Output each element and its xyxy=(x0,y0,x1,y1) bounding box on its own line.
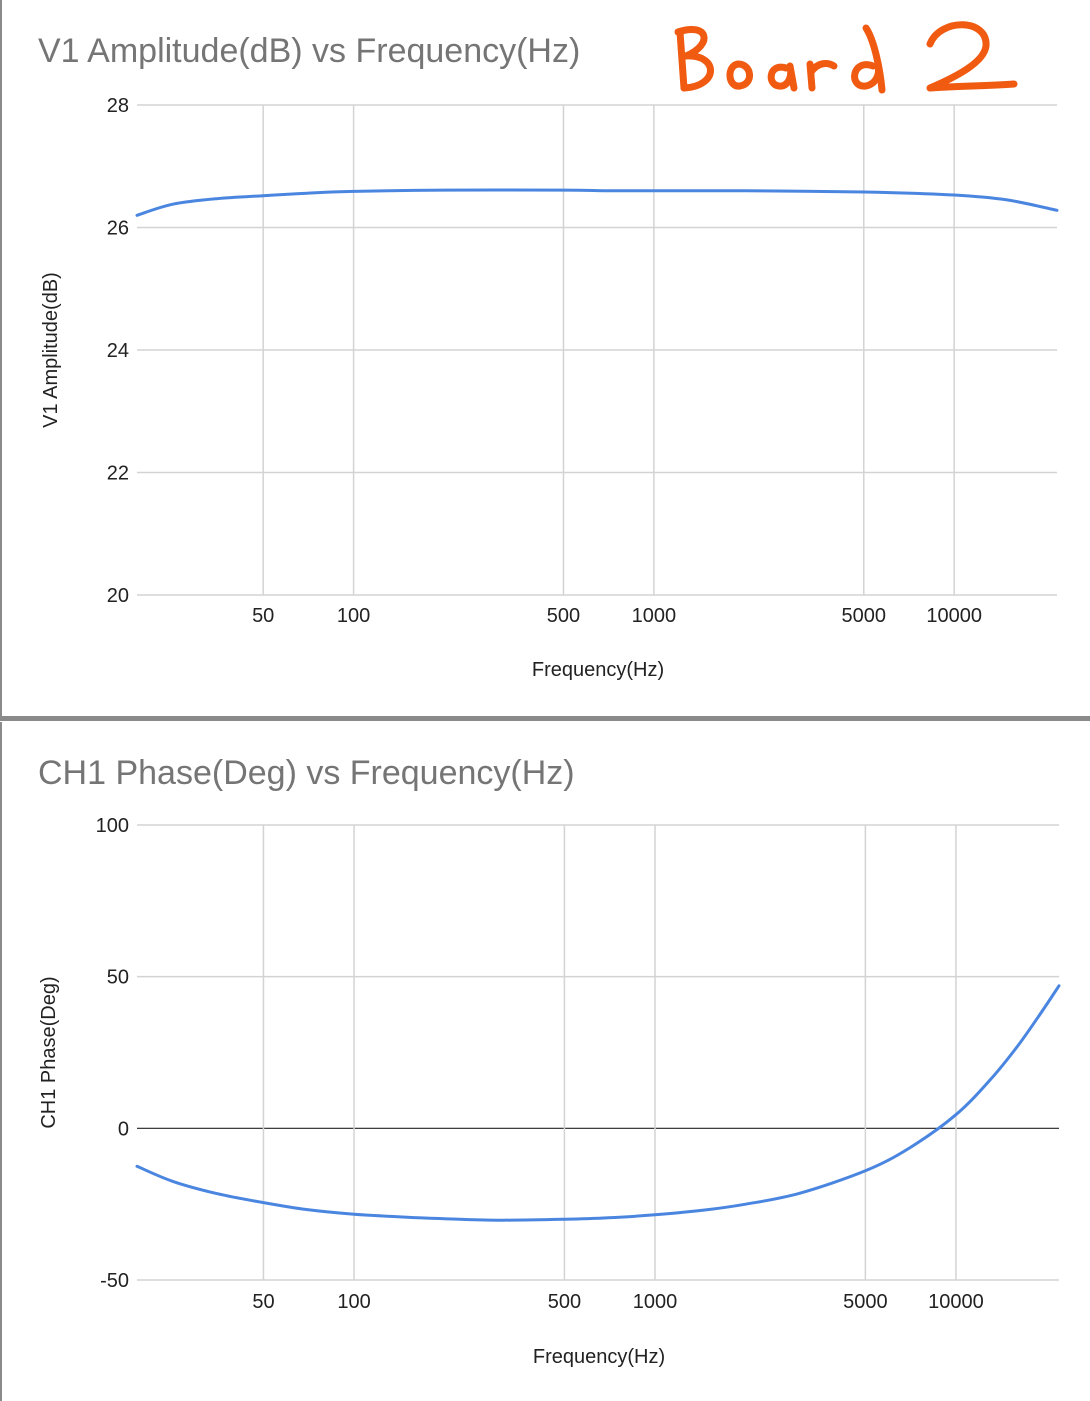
x-tick-label: 100 xyxy=(337,1291,370,1313)
y-axis-label: CH1 Phase(Deg) xyxy=(38,976,60,1128)
x-tick-label: 500 xyxy=(548,1291,581,1313)
x-tick-label: 10000 xyxy=(928,1291,984,1313)
y-tick-label: 0 xyxy=(118,1118,129,1140)
amplitude-chart: V1 Amplitude(dB) vs Frequency(Hz) 20 22 24 2… xyxy=(38,32,1059,681)
x-tick-label: 1000 xyxy=(633,1291,678,1313)
y-tick-label: 26 xyxy=(107,218,129,240)
x-tick-label: 50 xyxy=(252,605,274,627)
y-axis-label: V1 Amplitude(dB) xyxy=(40,272,62,428)
x-tick-label: 50 xyxy=(252,1291,274,1313)
panel-divider xyxy=(0,716,1090,721)
series-line xyxy=(135,188,1059,217)
x-tick-label: 5000 xyxy=(842,605,887,627)
y-tick-label: 28 xyxy=(107,95,129,117)
y-tick-label: 20 xyxy=(107,585,129,607)
y-tick-label: 22 xyxy=(107,463,129,485)
x-tick-label: 500 xyxy=(547,605,580,627)
x-tick-label: 1000 xyxy=(632,605,677,627)
x-tick-label: 100 xyxy=(337,605,370,627)
y-tick-label: 100 xyxy=(96,815,129,837)
y-tick-label: -50 xyxy=(100,1270,129,1292)
phase-chart-panel: CH1 Phase(Deg) vs Frequency(Hz) -50 0 50 100… xyxy=(0,722,1090,1401)
chart-title: V1 Amplitude(dB) vs Frequency(Hz) xyxy=(38,32,580,70)
series-line xyxy=(135,984,1061,1222)
x-tick-label: 5000 xyxy=(843,1291,888,1313)
x-tick-label: 10000 xyxy=(926,605,982,627)
x-axis-label: Frequency(Hz) xyxy=(533,1346,665,1368)
x-axis-label: Frequency(Hz) xyxy=(532,659,664,681)
board-2-annotation xyxy=(674,21,1018,94)
y-tick-label: 50 xyxy=(107,967,129,989)
chart-title: CH1 Phase(Deg) vs Frequency(Hz) xyxy=(38,754,575,792)
phase-chart: CH1 Phase(Deg) vs Frequency(Hz) -50 0 50 100… xyxy=(38,754,1061,1368)
y-tick-label: 24 xyxy=(107,340,129,362)
amplitude-chart-panel: V1 Amplitude(dB) vs Frequency(Hz) 20 22 24 2… xyxy=(0,0,1059,718)
